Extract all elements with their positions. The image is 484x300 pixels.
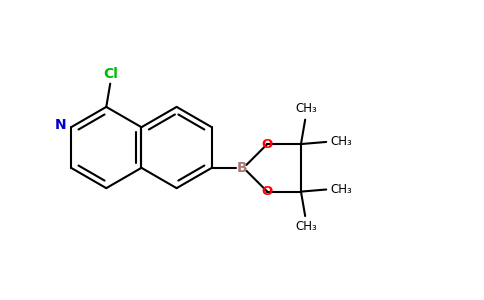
Text: CH₃: CH₃ bbox=[295, 102, 317, 115]
Text: O: O bbox=[262, 185, 273, 198]
Text: N: N bbox=[55, 118, 67, 132]
Text: B: B bbox=[237, 161, 248, 175]
Text: O: O bbox=[262, 138, 273, 151]
Text: CH₃: CH₃ bbox=[331, 135, 352, 148]
Text: CH₃: CH₃ bbox=[295, 220, 317, 233]
Text: Cl: Cl bbox=[103, 67, 118, 81]
Text: CH₃: CH₃ bbox=[331, 183, 352, 196]
